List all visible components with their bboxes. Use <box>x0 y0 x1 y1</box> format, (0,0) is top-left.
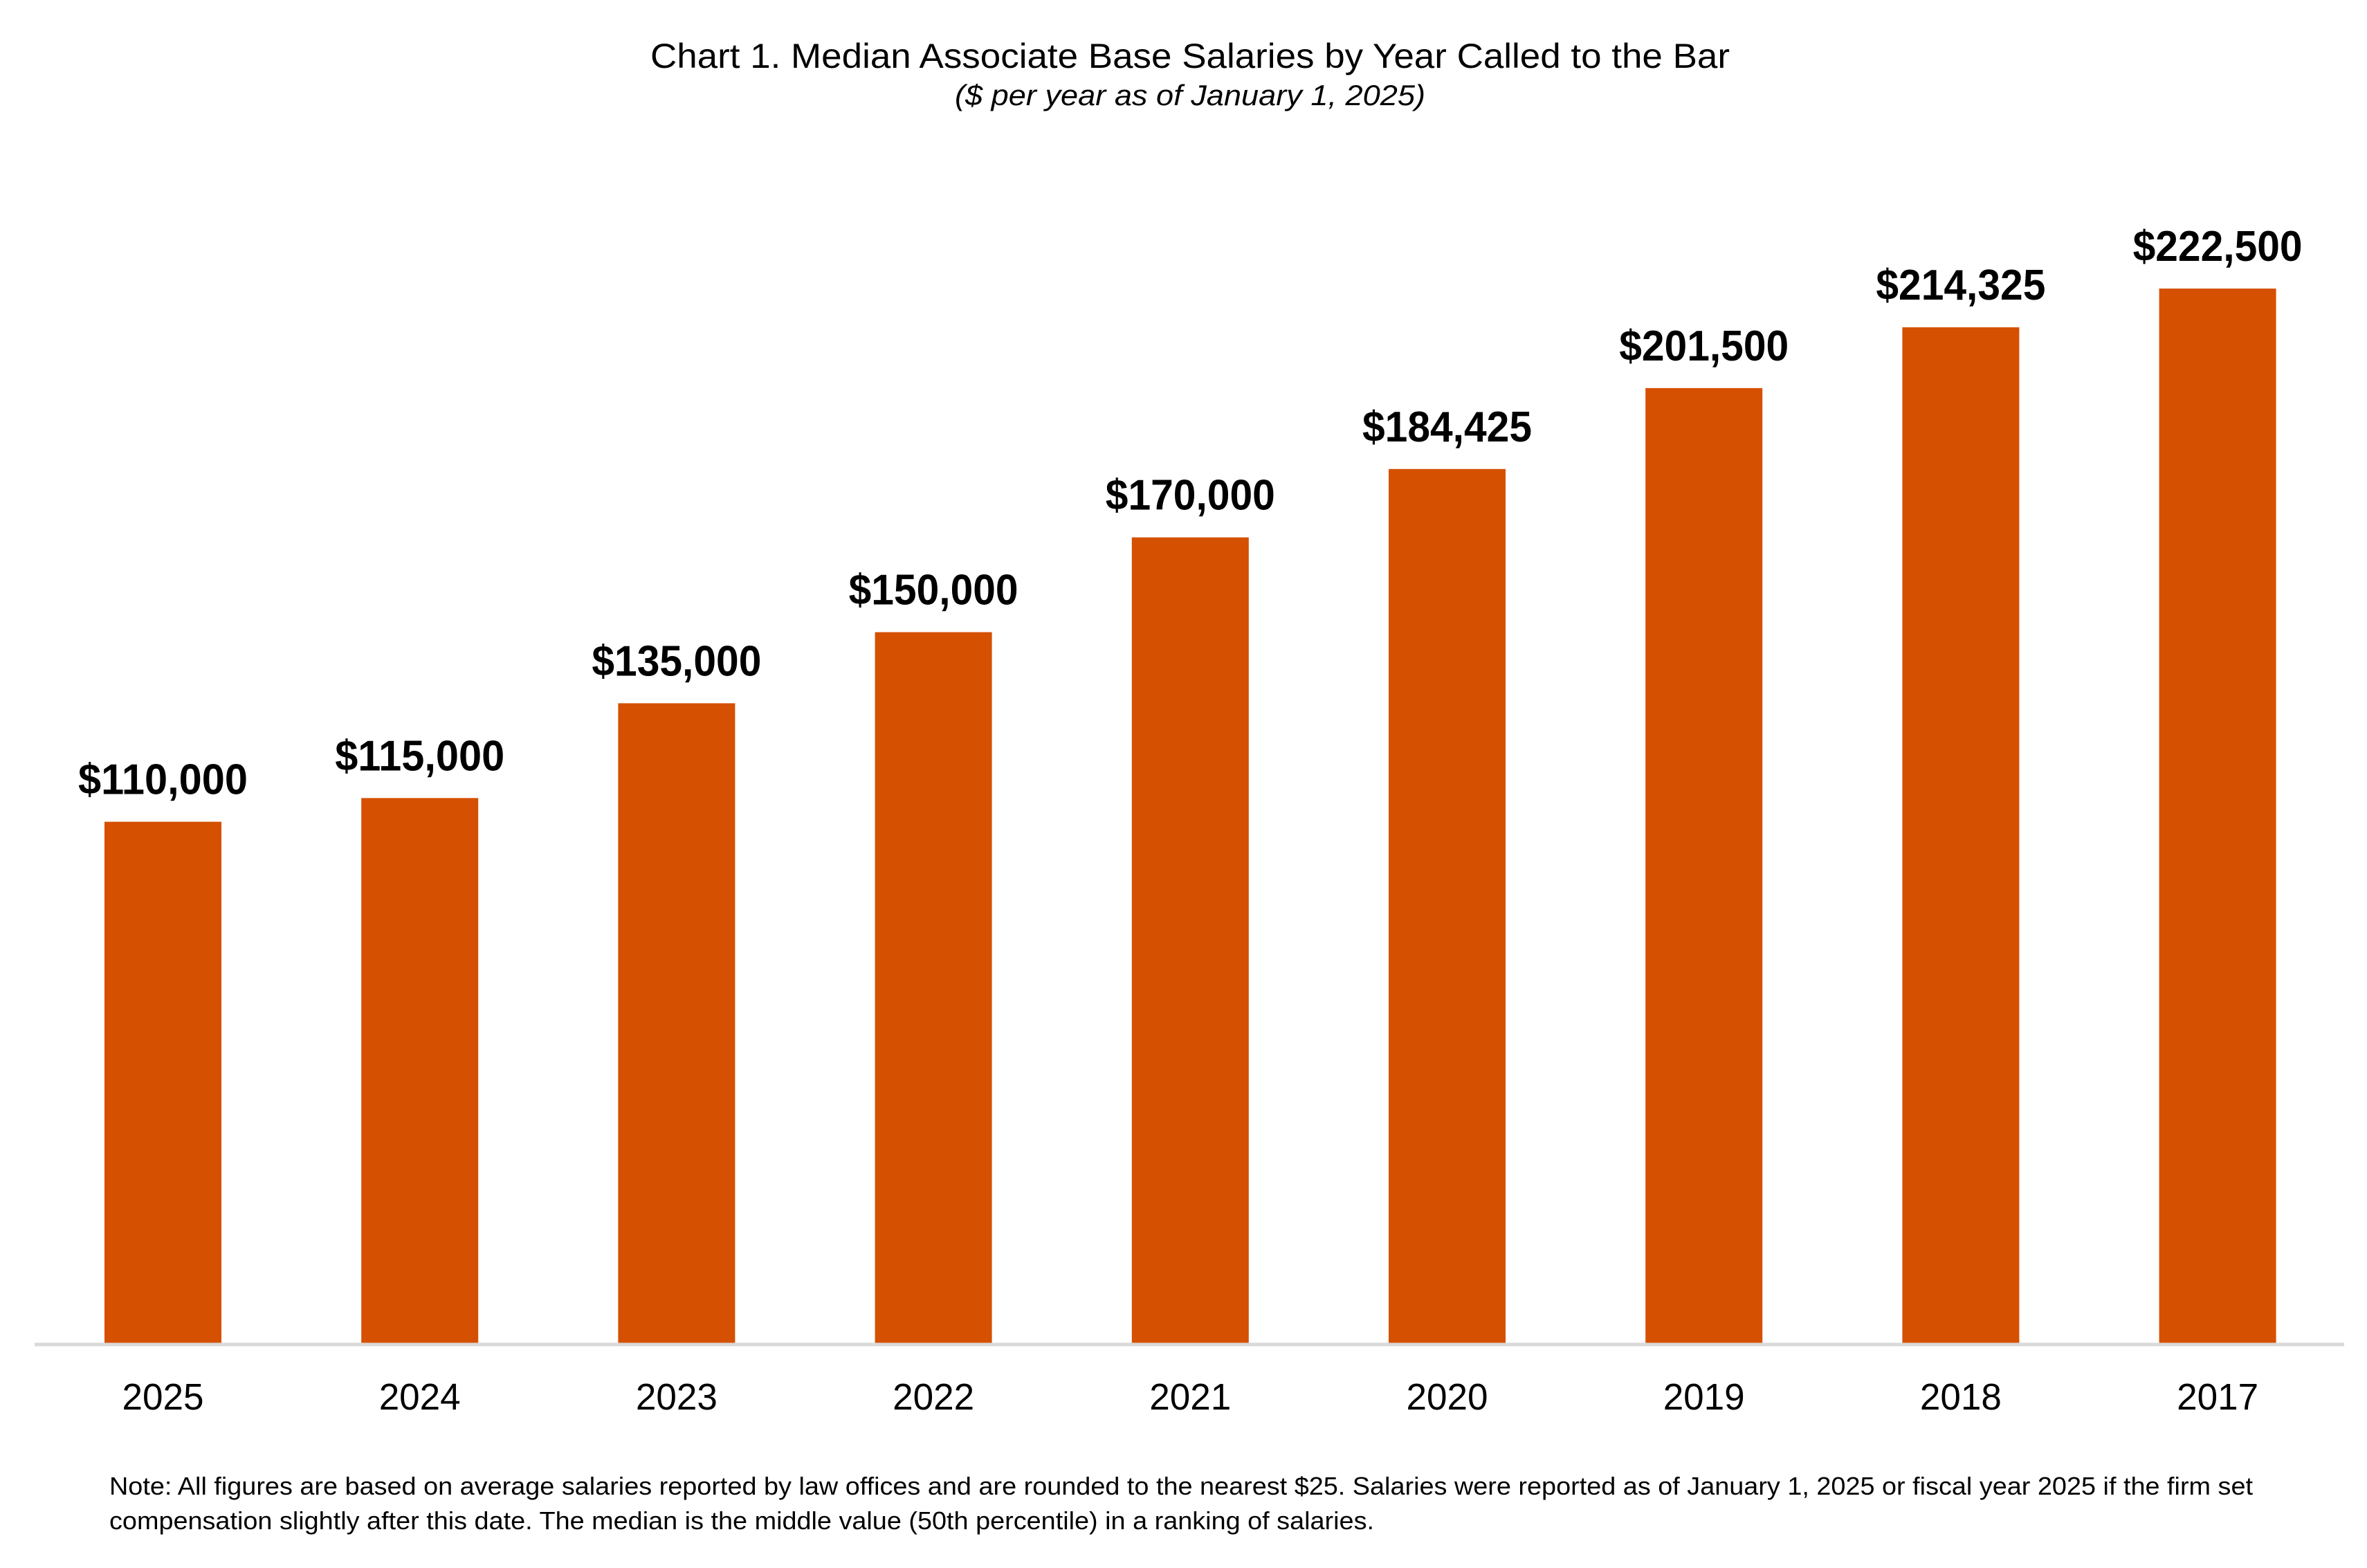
x-tick-label-2019: 2019 <box>1663 1376 1745 1418</box>
bar-2019 <box>1645 388 1763 1344</box>
chart-title: Chart 1. Median Associate Base Salaries … <box>650 37 1730 75</box>
x-tick-label-2020: 2020 <box>1407 1376 1488 1418</box>
data-label-2017: $222,500 <box>2133 223 2303 271</box>
note-line-2: compensation slightly after this date. T… <box>109 1506 1374 1535</box>
data-label-2020: $184,425 <box>1362 403 1532 451</box>
x-tick-label-2025: 2025 <box>122 1376 204 1418</box>
chart-subtitle: ($ per year as of January 1, 2025) <box>955 79 1425 111</box>
x-tick-label-2022: 2022 <box>893 1376 974 1418</box>
bars-group <box>104 289 2276 1344</box>
bar-2020 <box>1389 468 1506 1343</box>
x-tick-label-2017: 2017 <box>2177 1376 2258 1418</box>
bar-2022 <box>875 632 992 1344</box>
bar-2023 <box>618 703 735 1343</box>
bar-2017 <box>2159 289 2276 1343</box>
x-tick-label-2024: 2024 <box>379 1376 461 1418</box>
data-label-2022: $150,000 <box>849 567 1018 614</box>
data-label-2018: $214,325 <box>1876 262 2045 309</box>
data-label-2024: $115,000 <box>335 732 504 780</box>
data-label-2019: $201,500 <box>1619 322 1789 370</box>
bar-2018 <box>1902 327 2020 1344</box>
data-label-2025: $110,000 <box>78 756 248 804</box>
x-tick-label-2023: 2023 <box>636 1376 718 1418</box>
x-tick-label-2018: 2018 <box>1920 1376 2002 1418</box>
x-tick-label-2021: 2021 <box>1149 1376 1231 1418</box>
bar-2025 <box>104 821 221 1343</box>
bar-2024 <box>361 798 479 1343</box>
note-line-1: Note: All figures are based on average s… <box>109 1472 2253 1500</box>
labels-group: $110,000 2025 $115,000 2024 $135,000 2023 $150… <box>78 223 2303 1418</box>
data-label-2021: $170,000 <box>1106 472 1275 520</box>
data-label-2023: $135,000 <box>592 637 761 685</box>
bar-2021 <box>1131 537 1249 1344</box>
